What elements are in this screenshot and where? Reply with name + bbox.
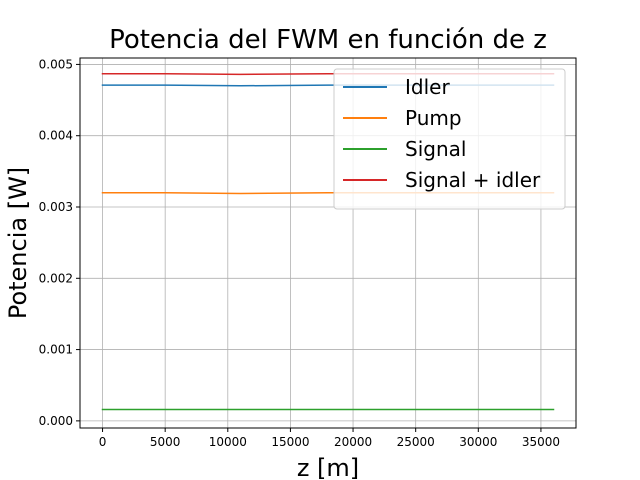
x-tick-label: 20000 bbox=[334, 435, 372, 449]
y-axis-ticks: 0.000 0.001 0.002 0.003 0.004 0.005 bbox=[39, 57, 80, 428]
x-tick-label: 35000 bbox=[522, 435, 560, 449]
legend-box bbox=[333, 68, 566, 210]
y-tick-label: 0.005 bbox=[39, 57, 73, 71]
x-tick-label: 15000 bbox=[271, 435, 309, 449]
x-tick-label: 10000 bbox=[209, 435, 247, 449]
y-tick-label: 0.000 bbox=[39, 414, 73, 428]
x-tick-label: 5000 bbox=[150, 435, 181, 449]
y-tick-label: 0.001 bbox=[39, 343, 73, 357]
legend-label-signal: Signal bbox=[405, 137, 466, 161]
x-axis-ticks: 0 5000 10000 15000 20000 25000 30000 35000 bbox=[99, 428, 560, 449]
legend-label-signal-idler: Signal + idler bbox=[405, 168, 541, 192]
legend-label-pump: Pump bbox=[405, 106, 462, 130]
x-tick-label: 30000 bbox=[459, 435, 497, 449]
legend-label-idler: Idler bbox=[405, 75, 450, 99]
x-tick-label: 0 bbox=[99, 435, 107, 449]
legend: Idler Pump Signal Signal + idler bbox=[333, 68, 566, 210]
y-tick-label: 0.004 bbox=[39, 129, 73, 143]
chart-title: Potencia del FWM en función de z bbox=[109, 25, 547, 55]
plot-frame bbox=[79, 57, 577, 429]
x-tick-label: 25000 bbox=[397, 435, 435, 449]
y-axis-title: Potencia [W] bbox=[4, 167, 32, 319]
y-tick-label: 0.003 bbox=[39, 200, 73, 214]
y-tick-label: 0.002 bbox=[39, 271, 73, 285]
x-axis-title: z [m] bbox=[297, 454, 359, 480]
